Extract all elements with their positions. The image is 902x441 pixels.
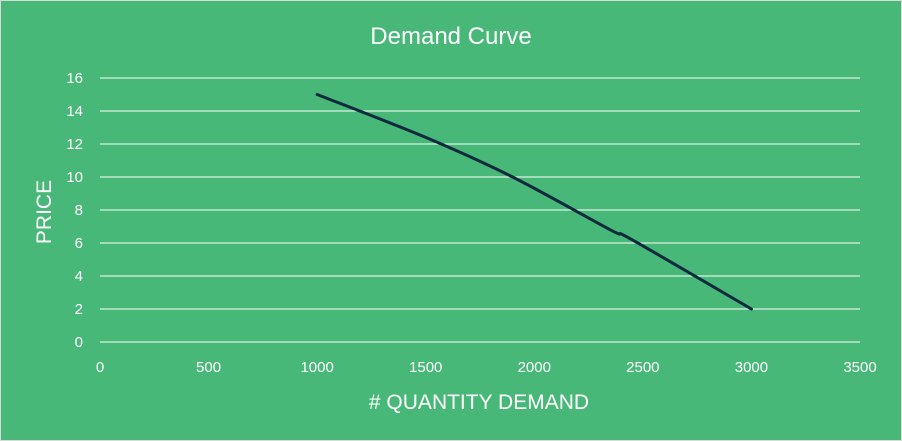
y-tick-label: 12 <box>66 136 83 153</box>
gridlines <box>100 77 860 343</box>
x-tick-label: 3000 <box>735 359 768 376</box>
y-tick-label: 10 <box>66 169 83 186</box>
x-axis-title: # QUANTITY DEMAND <box>369 391 589 414</box>
x-axis-tick-labels: 0 500 1000 1500 2000 2500 3000 3500 <box>96 359 877 376</box>
x-tick-label: 2500 <box>626 359 659 376</box>
demand-series-line <box>315 93 753 311</box>
y-tick-label: 4 <box>75 268 83 285</box>
x-tick-label: 1000 <box>300 359 333 376</box>
y-tick-label: 6 <box>75 235 83 252</box>
y-axis-title: PRICE <box>33 180 56 244</box>
y-tick-label: 2 <box>75 301 83 318</box>
x-tick-label: 1500 <box>409 359 442 376</box>
x-tick-label: 3500 <box>843 359 876 376</box>
y-tick-label: 0 <box>75 334 83 351</box>
y-tick-label: 8 <box>75 202 83 219</box>
y-axis-tick-labels: 0 2 4 6 8 10 12 14 16 <box>66 70 83 351</box>
x-tick-label: 0 <box>96 359 104 376</box>
x-tick-label: 2000 <box>518 359 551 376</box>
x-tick-label: 500 <box>196 359 221 376</box>
y-tick-label: 16 <box>66 70 83 87</box>
y-tick-label: 14 <box>66 103 83 120</box>
chart-title: Demand Curve <box>370 23 531 50</box>
series-group <box>315 93 753 311</box>
